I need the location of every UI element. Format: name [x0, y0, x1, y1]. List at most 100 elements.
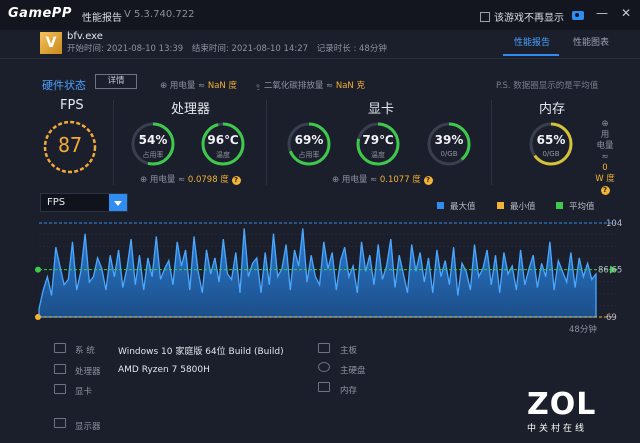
- memory-usage-label: 0/GB: [542, 150, 560, 158]
- title-bar: GamePP 性能报告 V 5.3.740.722 该游戏不再显示 — ✕: [0, 0, 640, 30]
- chart-x-label: 48分钟: [569, 325, 597, 335]
- cpu-usage-gauge: 54% 占用率: [129, 120, 177, 168]
- board-label: 主板: [340, 346, 358, 356]
- legend-avg: 平均值: [556, 200, 595, 212]
- fps-area-series: [38, 228, 597, 318]
- co2-value: NaN 克: [335, 81, 365, 91]
- metric-select-value: FPS: [47, 197, 66, 208]
- memory-power-label-1: 用: [600, 130, 610, 140]
- dont-show-checkbox[interactable]: [480, 12, 490, 22]
- gauge-fill: [356, 122, 400, 166]
- section-divider: [491, 100, 492, 185]
- gpu-power-label: 用电量 ≈: [341, 175, 378, 185]
- legend-avg-swatch: [556, 202, 563, 209]
- plug-icon: ⊕: [601, 119, 609, 129]
- close-button[interactable]: ✕: [621, 6, 632, 20]
- legend-min: 最小值: [497, 200, 536, 212]
- cpu-label: 处理器: [75, 367, 101, 377]
- detail-button[interactable]: 详情: [95, 74, 137, 89]
- mem-label: 内存: [340, 386, 358, 396]
- memory-power: ⊕ 用 电量 ≈ 0 W 度 ?: [590, 119, 620, 196]
- gpu-usage-value: 69%: [294, 133, 324, 147]
- gpu-title: 显卡: [368, 102, 395, 117]
- zol-watermark-sub: 中关村在线: [527, 424, 588, 434]
- max-value-label: 104: [606, 219, 622, 229]
- gpu-label: 显卡: [75, 387, 93, 397]
- active-tab-indicator: [503, 54, 559, 56]
- cpu-power: ⊕ 用电量 ≈ 0.0798 度 ?: [140, 173, 241, 185]
- gpu-vram-gauge: 39% 0/GB: [425, 120, 473, 168]
- chevron-down-icon[interactable]: [109, 194, 127, 211]
- gauge-fill: [201, 122, 245, 166]
- gpu-vram-label: 0/GB: [440, 150, 458, 158]
- legend-min-swatch: [497, 202, 504, 209]
- gpu-usage-gauge: 69% 占用率: [285, 120, 333, 168]
- min-value-label: 69: [606, 313, 617, 323]
- os-label: 系 统: [75, 346, 95, 356]
- memory-power-value-1: 0: [602, 163, 608, 173]
- help-icon[interactable]: ?: [600, 186, 610, 195]
- memory-power-label-3: ≈: [601, 152, 609, 162]
- gpu-power-value: 0.1077 度: [379, 175, 421, 185]
- avg-arrow-icon: [610, 265, 618, 274]
- co2-icon: ⍚: [256, 81, 262, 91]
- gauge-fill: [287, 122, 331, 166]
- window-title: 性能报告: [82, 13, 122, 24]
- ps-note: P.S. 数据圈显示的是平均值: [496, 81, 599, 91]
- monitor-icon: [54, 418, 66, 428]
- screenshot-camera-icon[interactable]: [572, 11, 584, 20]
- avg-value-label: 86.65: [598, 266, 622, 276]
- gauge-fill: [529, 122, 573, 166]
- memory-usage-value: 65%: [536, 133, 566, 147]
- co2-label: 二氧化碳排放量 ≈: [263, 81, 334, 91]
- disk-label: 主硬盘: [340, 366, 366, 376]
- help-icon[interactable]: ?: [231, 176, 241, 185]
- fps-value: 87: [57, 133, 83, 157]
- memory-icon: [318, 382, 330, 392]
- fps-title: FPS: [60, 98, 84, 113]
- total-power: ⊕ 用电量 ≈ NaN 度: [160, 79, 237, 91]
- gpu-temp-label: 温度: [371, 151, 385, 159]
- fps-chart: 104 86.65 69: [35, 219, 622, 323]
- cpu-temp-label: 温度: [216, 151, 230, 159]
- minimize-button[interactable]: —: [596, 6, 608, 20]
- dont-show-label[interactable]: 该游戏不再显示: [494, 13, 564, 24]
- plug-icon: ⊕: [332, 175, 340, 185]
- motherboard-icon: [318, 343, 330, 353]
- total-power-label: 用电量 ≈: [169, 81, 206, 91]
- min-marker: [35, 314, 41, 320]
- legend-max-label: 最大值: [450, 202, 476, 212]
- gpu-temp-value: 79℃: [362, 133, 394, 147]
- section-divider: [266, 100, 267, 185]
- cpu-usage-value: 54%: [138, 133, 168, 147]
- help-icon[interactable]: ?: [423, 176, 433, 185]
- section-divider: [113, 100, 114, 185]
- memory-title: 内存: [539, 102, 566, 117]
- cpu-icon: [54, 364, 66, 374]
- cpu-title: 处理器: [171, 102, 211, 117]
- game-icon: V: [40, 32, 62, 54]
- legend-max: 最大值: [437, 200, 476, 212]
- display-label: 显示器: [75, 422, 101, 432]
- cpu-power-label: 用电量 ≈: [149, 175, 186, 185]
- tab-performance-report[interactable]: 性能报告: [514, 38, 551, 48]
- gpu-icon: [54, 384, 66, 394]
- total-power-value: NaN 度: [207, 81, 237, 91]
- legend-max-swatch: [437, 202, 444, 209]
- cpu-power-value: 0.0798 度: [187, 175, 229, 185]
- tab-performance-chart[interactable]: 性能图表: [573, 38, 610, 48]
- os-value: Windows 10 家庭版 64位 Build (Build): [118, 347, 284, 357]
- plug-icon: ⊕: [160, 81, 168, 91]
- metric-select[interactable]: FPS: [40, 193, 128, 212]
- gpu-usage-label: 占用率: [298, 151, 320, 159]
- os-icon: [54, 343, 66, 353]
- cpu-usage-label: 占用率: [142, 151, 164, 159]
- cpu-temp-value: 96℃: [207, 133, 239, 147]
- gauge-fill: [131, 122, 175, 166]
- legend-avg-label: 平均值: [569, 202, 595, 212]
- plug-icon: ⊕: [140, 175, 148, 185]
- zol-watermark: ZOL: [527, 387, 597, 422]
- hardware-status-title: 硬件状态: [42, 79, 86, 92]
- disk-icon: [318, 362, 330, 372]
- record-duration: 记录时长 : 48分钟: [316, 44, 387, 54]
